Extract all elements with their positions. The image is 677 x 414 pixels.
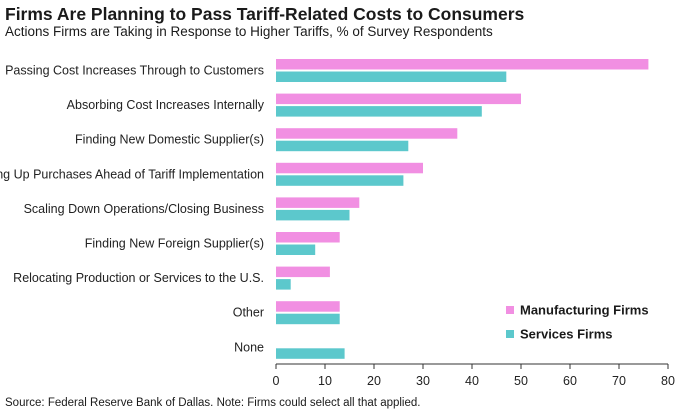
source-note: Source: Federal Reserve Bank of Dallas. … xyxy=(5,397,421,409)
bar-chart: Passing Cost Increases Through to Custom… xyxy=(0,59,675,388)
bar-services xyxy=(276,175,404,186)
category-label: Relocating Production or Services to the… xyxy=(13,271,264,285)
category-label: Absorbing Cost Increases Internally xyxy=(67,98,265,112)
x-axis: 0 10 20 30 40 50 60 70 80 xyxy=(273,363,675,388)
category-label: None xyxy=(234,340,264,354)
category-label: Finding New Domestic Supplier(s) xyxy=(75,133,264,147)
legend-swatch-manufacturing xyxy=(506,306,514,314)
bar-services xyxy=(276,348,345,359)
bar-services xyxy=(276,140,409,152)
bar-services xyxy=(276,209,350,221)
chart-subtitle: Actions Firms are Taking in Response to … xyxy=(5,24,493,39)
x-tick-label: 50 xyxy=(514,374,528,388)
legend-label-services: Services Firms xyxy=(520,327,613,342)
category-label: Passing Cost Increases Through to Custom… xyxy=(5,64,264,78)
bar-services xyxy=(276,106,482,117)
legend: Manufacturing Firms Services Firms xyxy=(506,303,649,342)
bar-services xyxy=(276,71,507,82)
bar-services xyxy=(276,313,340,325)
bar-services xyxy=(276,244,316,255)
legend-swatch-services xyxy=(506,330,514,338)
x-tick-label: 0 xyxy=(273,374,280,388)
chart-title: Firms Are Planning to Pass Tariff-Relate… xyxy=(5,4,525,24)
bar-manufacturing xyxy=(276,128,458,139)
x-tick-label: 30 xyxy=(416,374,430,388)
bar-manufacturing xyxy=(276,232,340,243)
category-label: Moving Up Purchases Ahead of Tariff Impl… xyxy=(0,167,264,181)
bar-manufacturing xyxy=(276,93,521,105)
x-tick-label: 10 xyxy=(318,374,332,388)
bar-manufacturing xyxy=(276,59,649,70)
bar-services xyxy=(276,279,291,290)
bar-manufacturing xyxy=(276,162,423,174)
bar-manufacturing xyxy=(276,197,360,208)
x-tick-label: 60 xyxy=(563,374,577,388)
bar-manufacturing xyxy=(276,301,340,312)
x-tick-label: 20 xyxy=(367,374,381,388)
bars-group xyxy=(276,59,649,359)
category-label: Scaling Down Operations/Closing Business xyxy=(24,202,264,216)
x-tick-label: 70 xyxy=(612,374,626,388)
x-tick-label: 80 xyxy=(661,374,675,388)
bar-manufacturing xyxy=(276,266,330,278)
category-label: Finding New Foreign Supplier(s) xyxy=(85,237,264,251)
category-labels-group: Passing Cost Increases Through to Custom… xyxy=(0,64,265,355)
category-label: Other xyxy=(233,306,264,320)
legend-label-manufacturing: Manufacturing Firms xyxy=(520,303,649,318)
x-tick-label: 40 xyxy=(465,374,479,388)
